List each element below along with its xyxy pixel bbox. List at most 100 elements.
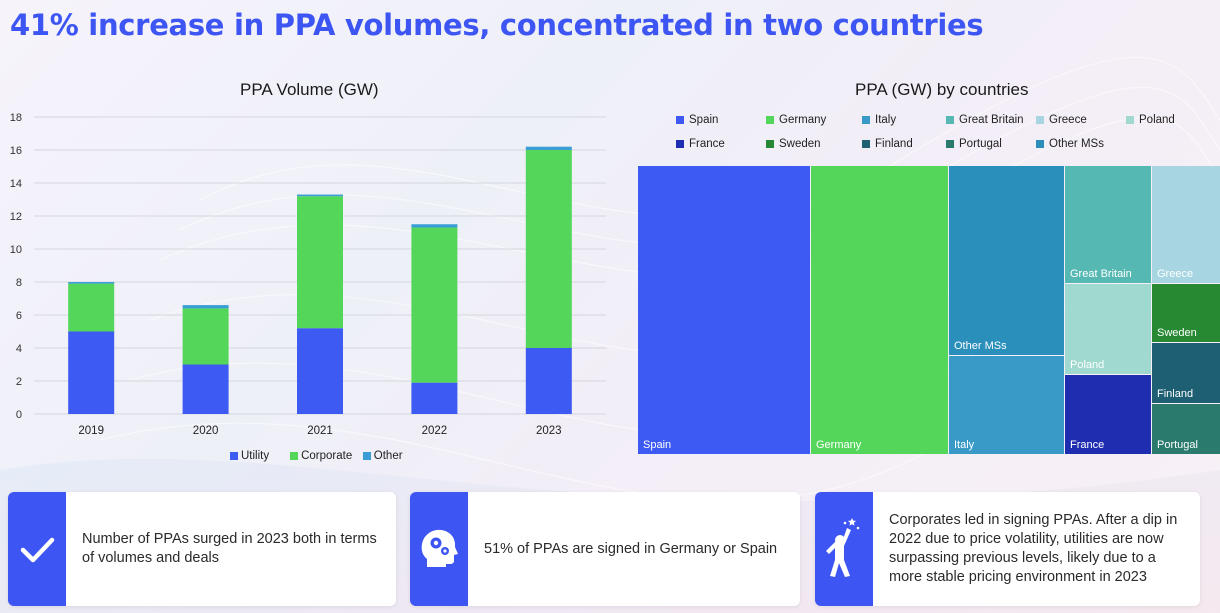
treemap-cell-italy xyxy=(949,356,1064,454)
person-reaching-stars-icon xyxy=(826,518,860,577)
legend-label: Utility xyxy=(241,450,270,462)
treemap-cell-portugal xyxy=(1152,404,1220,454)
bar-other-2023 xyxy=(525,146,572,150)
treemap-cell-sweden xyxy=(1152,284,1220,342)
bar-other-2019 xyxy=(68,282,115,284)
treemap-legend: Spain Germany Italy Great Britain Greece Pola… xyxy=(676,114,1216,154)
bar-utility-2019 xyxy=(68,331,115,414)
checkmark-icon xyxy=(20,537,55,563)
bar-utility-2020 xyxy=(182,364,229,414)
legend-item-other-mss: Other MSs xyxy=(1036,138,1104,150)
treemap-cell-other-mss xyxy=(949,166,1064,355)
bar-chart-legend: Utility Corporate Other xyxy=(230,450,430,464)
card-icon-container xyxy=(815,492,873,606)
legend-swatch xyxy=(766,140,774,148)
head-gears-icon xyxy=(421,529,458,567)
y-tick-label: 6 xyxy=(16,310,22,322)
bar-corporate-2019 xyxy=(68,283,115,332)
legend-swatch xyxy=(766,116,774,124)
treemap-cell-poland xyxy=(1065,284,1151,374)
y-tick-label: 14 xyxy=(10,178,22,190)
bar-other-2020 xyxy=(182,305,229,309)
y-tick-label: 0 xyxy=(16,409,22,421)
legend-item-france: France xyxy=(676,138,725,150)
bar-other-2021 xyxy=(297,194,343,197)
treemap-label-poland: Poland xyxy=(1070,359,1104,371)
treemap-cell-greece xyxy=(1152,166,1220,283)
bar-utility-2021 xyxy=(297,328,343,414)
legend-swatch xyxy=(1036,116,1044,124)
legend-label: Germany xyxy=(779,114,827,126)
x-tick-label: 2022 xyxy=(422,425,448,437)
insight-card-countries: 51% of PPAs are signed in Germany or Spa… xyxy=(410,492,800,606)
y-tick-label: 16 xyxy=(10,145,22,157)
legend-label: Finland xyxy=(875,138,913,150)
legend-swatch xyxy=(1126,116,1134,124)
legend-item-germany: Germany xyxy=(766,114,826,126)
card-text: Number of PPAs surged in 2023 both in te… xyxy=(82,531,377,566)
bar-corporate-2021 xyxy=(297,196,343,329)
legend-label: Spain xyxy=(689,114,719,126)
treemap-label-finland: Finland xyxy=(1157,388,1193,400)
legend-label: Great Britain xyxy=(959,114,1024,126)
legend-label: Corporate xyxy=(301,450,353,462)
bar-chart: 0 2 4 6 8 10 12 14 16 18 2019 2020 2021 2022 2023 xyxy=(10,112,606,437)
treemap-label-sweden: Sweden xyxy=(1157,327,1197,339)
legend-label: Other xyxy=(373,450,403,462)
y-tick-label: 12 xyxy=(10,211,22,223)
treemap: Spain Germany Other MSs Italy Great Britain G… xyxy=(638,166,1220,454)
legend-item-greece: Greece xyxy=(1036,114,1087,126)
treemap-label-greece: Greece xyxy=(1157,268,1193,280)
legend-item-great-britain: Great Britain xyxy=(946,114,1024,126)
card-icon-container xyxy=(410,492,468,606)
legend-label: Portugal xyxy=(959,138,1002,150)
legend-swatch xyxy=(862,140,870,148)
x-tick-label: 2023 xyxy=(536,425,562,437)
bar-corporate-2023 xyxy=(525,150,572,348)
legend-item-poland: Poland xyxy=(1126,114,1175,126)
legend-label: Poland xyxy=(1139,114,1175,126)
legend-item-spain: Spain xyxy=(676,114,718,126)
insight-card-volumes: Number of PPAs surged in 2023 both in te… xyxy=(8,492,396,606)
legend-label: Other MSs xyxy=(1049,138,1104,150)
treemap-cell-france xyxy=(1065,375,1151,454)
legend-swatch xyxy=(290,452,299,460)
y-tick-label: 2 xyxy=(16,376,22,388)
x-tick-label: 2020 xyxy=(193,425,219,437)
card-text: 51% of PPAs are signed in Germany or Spa… xyxy=(484,540,778,557)
y-tick-label: 4 xyxy=(16,343,22,355)
card-text: Corporates led in signing PPAs. After a … xyxy=(889,512,1178,585)
legend-swatch xyxy=(676,140,684,148)
card-icon-container xyxy=(8,492,66,606)
y-tick-label: 18 xyxy=(10,112,22,124)
legend-label: Sweden xyxy=(779,138,821,150)
page-title: 41% increase in PPA volumes, concentrate… xyxy=(10,8,984,42)
bar-utility-2022 xyxy=(411,382,458,414)
bar-utility-2023 xyxy=(525,348,572,414)
legend-swatch xyxy=(946,140,954,148)
legend-swatch xyxy=(676,116,684,124)
legend-label: Greece xyxy=(1049,114,1087,126)
treemap-cell-germany xyxy=(811,166,948,454)
legend-swatch xyxy=(362,452,371,460)
x-tick-label: 2019 xyxy=(78,425,104,437)
treemap-cell-spain xyxy=(638,166,810,454)
treemap-title: PPA (GW) by countries xyxy=(855,80,1029,99)
x-tick-label: 2021 xyxy=(307,425,333,437)
legend-item-italy: Italy xyxy=(862,114,896,126)
y-tick-label: 10 xyxy=(10,244,22,256)
legend-swatch xyxy=(1036,140,1044,148)
legend-item-other: Other xyxy=(362,450,403,462)
legend-swatch xyxy=(862,116,870,124)
treemap-label-germany: Germany xyxy=(816,439,862,451)
legend-item-portugal: Portugal xyxy=(946,138,1002,150)
legend-item-utility: Utility xyxy=(230,450,269,462)
legend-swatch xyxy=(230,452,238,460)
legend-item-finland: Finland xyxy=(862,138,913,150)
bar-corporate-2022 xyxy=(411,227,458,383)
legend-label: France xyxy=(689,138,725,150)
legend-item-sweden: Sweden xyxy=(766,138,821,150)
legend-item-corporate: Corporate xyxy=(290,450,352,462)
treemap-label-portugal: Portugal xyxy=(1157,439,1198,451)
legend-label: Italy xyxy=(875,114,897,126)
